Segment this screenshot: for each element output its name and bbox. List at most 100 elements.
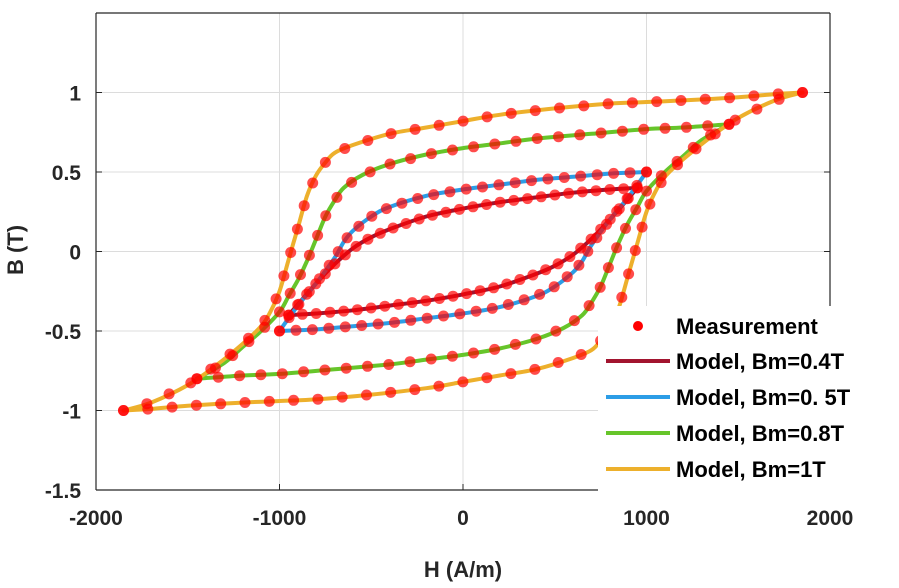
- measurement-point-bm08: [383, 359, 395, 370]
- measurement-point-bm08: [320, 210, 332, 222]
- measurement-point-bm04: [350, 240, 362, 252]
- measurement-point-bm05: [509, 177, 521, 189]
- measurement-point-bm05: [366, 210, 378, 222]
- measurement-point-bm1: [336, 391, 348, 403]
- measurement-point-bm04: [406, 297, 418, 309]
- measurement-point-bm1: [709, 128, 721, 140]
- measurement-point-bm1: [751, 103, 763, 115]
- measurement-point-bm1: [655, 177, 667, 189]
- measurement-point-bm08: [447, 144, 458, 156]
- legend-label-bm05: Model, Bm=0. 5T: [676, 385, 851, 410]
- measurement-point-bm04: [387, 222, 399, 234]
- measurement-point-bm04: [351, 304, 363, 316]
- x-tick-label: -2000: [69, 507, 123, 530]
- measurement-point-bm04: [508, 194, 520, 206]
- measurement-point-bm1: [602, 98, 614, 110]
- measurement-point-bm1: [651, 96, 663, 108]
- measurement-point-bm04: [481, 199, 492, 210]
- measurement-point-bm05: [470, 305, 482, 317]
- measurement-point-bm05: [575, 170, 587, 182]
- measurement-point-bm05: [460, 183, 472, 195]
- measurement-point-bm08: [468, 141, 480, 153]
- measurement-point-bm08: [303, 249, 315, 261]
- measurement-point-bm08: [531, 133, 543, 144]
- measurement-point-bm05: [558, 172, 570, 183]
- measurement-point-bm05: [389, 316, 400, 328]
- legend-label-bm08: Model, Bm=0.8T: [676, 421, 845, 446]
- measurement-point-bm05: [561, 271, 573, 283]
- measurement-point-bm1: [298, 200, 310, 212]
- measurement-point-bm08: [509, 338, 521, 350]
- measurement-point-bm1: [797, 87, 808, 98]
- y-tick-label: 1: [69, 83, 81, 106]
- measurement-point-bm05: [290, 324, 302, 336]
- legend: Measurement Model, Bm=0.4T Model, Bm=0. …: [598, 306, 899, 498]
- measurement-point-bm04: [440, 206, 452, 218]
- y-tick-label: -0.5: [45, 321, 82, 344]
- tick-labels: -2000 -1000 0 1000 2000 -1.5 -1 -0.5 0 0.5 1: [45, 83, 854, 531]
- measurement-point-bm1: [307, 177, 319, 189]
- measurement-point-bm05: [621, 193, 633, 205]
- measurement-point-bm08: [550, 325, 562, 337]
- measurement-point-bm1: [319, 156, 331, 168]
- measurement-point-bm05: [353, 220, 365, 232]
- measurement-point-bm05: [283, 312, 295, 324]
- measurement-point-bm05: [421, 312, 433, 324]
- measurement-point-bm08: [255, 369, 267, 381]
- measurement-point-bm1: [239, 397, 251, 408]
- measurement-point-bm08: [510, 135, 522, 147]
- measurement-point-bm1: [288, 394, 300, 406]
- x-tick-label: 1000: [623, 507, 670, 530]
- measurement-point-bm1: [339, 143, 351, 154]
- measurement-point-bm04: [552, 258, 564, 270]
- measurement-point-bm1: [457, 115, 469, 127]
- measurement-point-bm04: [447, 290, 459, 302]
- measurement-point-bm04: [400, 218, 412, 229]
- measurement-point-bm1: [205, 363, 217, 375]
- measurement-point-bm08: [641, 185, 652, 197]
- measurement-point-bm04: [338, 305, 350, 317]
- measurement-point-bm08: [602, 262, 614, 274]
- legend-label-bm1: Model, Bm=1T: [676, 457, 826, 482]
- measurement-point-bm05: [372, 318, 384, 330]
- measurement-point-bm04: [527, 269, 539, 281]
- measurement-point-bm05: [486, 302, 498, 314]
- measurement-point-bm04: [374, 227, 386, 239]
- measurement-point-bm04: [467, 201, 479, 213]
- measurement-point-bm05: [502, 299, 514, 310]
- measurement-point-bm1: [748, 90, 760, 102]
- measurement-point-bm1: [215, 398, 227, 410]
- measurement-point-bm1: [481, 111, 493, 123]
- measurement-point-bm04: [362, 233, 374, 245]
- measurement-point-bm1: [575, 349, 587, 360]
- measurement-point-bm08: [340, 362, 352, 374]
- measurement-point-bm05: [303, 286, 315, 298]
- measurement-point-bm08: [274, 306, 285, 318]
- legend-measurement-label: Measurement: [676, 314, 819, 339]
- measurement-point-bm08: [468, 347, 479, 359]
- measurement-point-bm1: [285, 247, 297, 258]
- measurement-point-bm1: [616, 291, 628, 303]
- measurement-point-bm1: [385, 128, 397, 140]
- measurement-point-bm08: [331, 191, 343, 203]
- measurement-point-bm04: [379, 300, 391, 312]
- measurement-point-bm1: [505, 107, 517, 119]
- measurement-point-bm08: [611, 242, 623, 254]
- measurement-point-bm1: [259, 314, 271, 326]
- measurement-point-bm08: [284, 287, 296, 299]
- measurement-point-bm1: [278, 270, 290, 282]
- measurement-point-bm04: [549, 189, 561, 201]
- measurement-point-bm08: [583, 300, 595, 312]
- measurement-point-bm08: [312, 229, 324, 241]
- measurement-point-bm08: [446, 350, 458, 362]
- measurement-point-bm05: [293, 298, 305, 310]
- measurement-point-bm05: [582, 245, 594, 257]
- measurement-point-bm1: [644, 198, 656, 210]
- measurement-point-bm04: [564, 251, 576, 263]
- measurement-point-bm1: [505, 368, 517, 380]
- measurement-point-bm04: [434, 293, 445, 304]
- measurement-point-bm1: [578, 100, 590, 112]
- measurement-point-bm1: [163, 388, 175, 400]
- measurement-point-bm08: [638, 123, 650, 135]
